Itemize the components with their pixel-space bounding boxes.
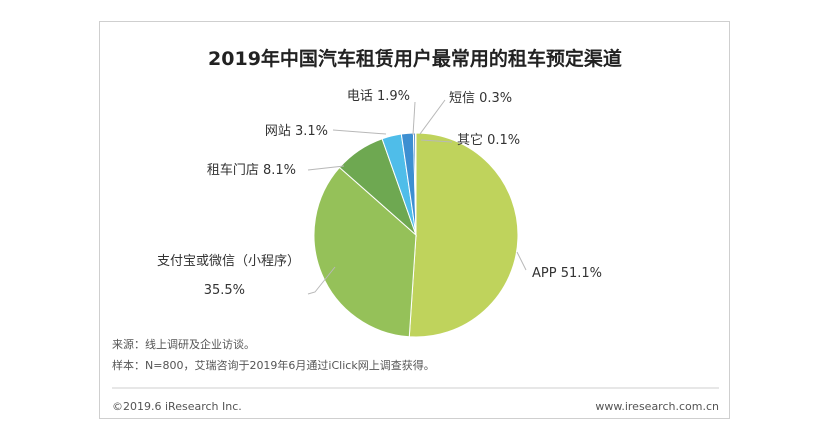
slice-app [408,132,519,338]
label-website: 网站 3.1% [265,124,328,139]
leader-lines [307,99,527,295]
leader-line [419,99,446,135]
leader-line [420,139,453,143]
leader-line [412,101,416,136]
copyright: ©2019.6 iResearch Inc. [112,400,242,413]
chart-card: 2019年中国汽车租赁用户最常用的租车预定渠道 APP 51.1% 支付宝或微信… [99,21,730,419]
website-url: www.iresearch.com.cn [595,400,719,413]
chart-title: 2019年中国汽车租赁用户最常用的租车预定渠道 [208,47,622,70]
label-alipay-wechat-line1: 支付宝或微信（小程序） [157,254,300,269]
leader-line [307,165,345,171]
pie-slices [313,132,519,338]
sample-note: 样本：N=800，艾瑞咨询于2019年6月通过iClick网上调查获得。 [112,358,435,372]
slice-other [414,132,417,236]
label-alipay-wechat-line2: 35.5% [204,283,245,298]
slice-alipay-wechat [313,166,417,338]
label-rental-store: 租车门店 8.1% [207,162,296,178]
label-other: 其它 0.1% [457,132,520,148]
leader-line [516,251,527,271]
label-sms: 短信 0.3% [449,91,512,106]
source-note: 来源：线上调研及企业访谈。 [112,337,255,351]
pie-chart: 2019年中国汽车租赁用户最常用的租车预定渠道 APP 51.1% 支付宝或微信… [112,47,719,413]
label-app: APP 51.1% [532,266,602,281]
label-phone: 电话 1.9% [347,89,410,104]
leader-line [307,266,336,295]
leader-line [332,129,387,135]
